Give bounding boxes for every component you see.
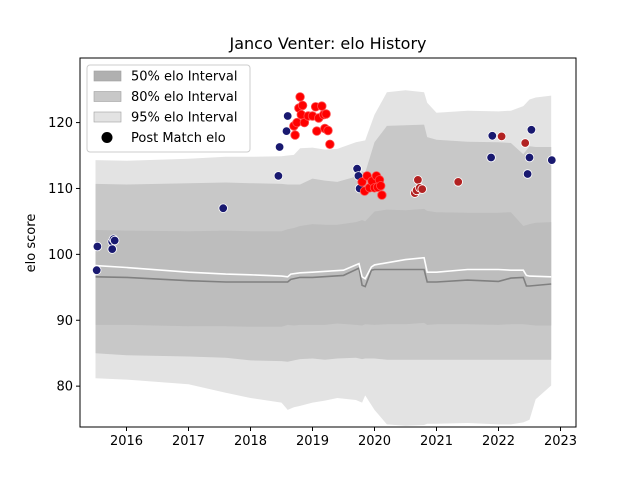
- post-match-elo-point: [520, 138, 530, 148]
- legend-swatch: [93, 70, 122, 82]
- post-match-elo-point: [297, 100, 308, 111]
- post-match-elo-point: [376, 181, 386, 191]
- post-match-elo-point: [92, 241, 103, 252]
- y-axis-label: elo score: [24, 214, 39, 273]
- y-tick-label: 90: [56, 314, 73, 329]
- legend-marker: [101, 132, 113, 143]
- legend-swatch: [93, 91, 122, 102]
- x-tick-label: 2023: [544, 434, 577, 449]
- band-50-interval: [95, 208, 552, 327]
- post-match-elo-point: [413, 175, 423, 185]
- post-match-elo-point: [377, 190, 387, 200]
- x-tick-label: 2018: [234, 434, 267, 449]
- legend-swatch: [93, 111, 122, 123]
- x-tick-label: 2022: [482, 434, 515, 449]
- median-elo-line: [95, 267, 552, 288]
- chart-title: Janco Venter: elo History: [229, 34, 427, 53]
- plot-frame: [79, 57, 577, 428]
- y-tick-label: 80: [56, 380, 73, 395]
- post-match-elo-point: [283, 111, 293, 121]
- post-match-elo-point: [357, 177, 367, 187]
- post-match-elo-point: [317, 101, 327, 111]
- post-match-elo-point: [453, 177, 463, 187]
- post-match-elo-point: [312, 126, 322, 136]
- y-tick-label: 100: [48, 248, 73, 263]
- post-match-elo-point: [325, 139, 335, 150]
- post-match-elo-point: [524, 152, 535, 163]
- post-match-elo-point: [290, 130, 300, 140]
- legend-label: 50% elo Interval: [131, 70, 238, 85]
- post-match-elo-point: [321, 109, 331, 119]
- y-tick-label: 120: [48, 116, 73, 131]
- post-match-elo-point: [526, 125, 537, 135]
- post-match-elo-point: [417, 184, 427, 194]
- post-match-elo-point: [487, 131, 498, 141]
- post-match-elo-point: [273, 171, 284, 181]
- legend-label: 95% elo Interval: [131, 111, 238, 126]
- x-tick-label: 2021: [420, 434, 453, 449]
- post-match-elo-point: [496, 131, 507, 142]
- mean-elo-line: [95, 256, 552, 280]
- x-tick-label: 2019: [296, 434, 329, 449]
- post-match-elo-point: [295, 92, 305, 102]
- post-match-elo-point: [547, 155, 557, 165]
- x-tick-label: 2020: [358, 434, 391, 449]
- post-match-elo-point: [522, 169, 533, 179]
- post-match-elo-point: [281, 126, 292, 136]
- post-match-elo-point: [323, 125, 333, 136]
- legend-label: 80% elo Interval: [131, 90, 238, 105]
- post-match-elo-point: [486, 152, 496, 163]
- post-match-elo-point: [107, 244, 117, 254]
- y-tick-label: 110: [48, 182, 73, 197]
- legend-box: [86, 64, 251, 153]
- x-tick-label: 2016: [110, 434, 143, 449]
- post-match-elo-point: [109, 235, 120, 246]
- legend: 50% elo Interval 80% elo Interval 95% elo …: [86, 64, 251, 153]
- axes: 2016 2017 2018 2019 2020 2021 2022 2023 80 90 100 1…: [48, 57, 577, 449]
- x-tick-label: 2017: [172, 434, 205, 449]
- post-match-elo-point: [218, 203, 228, 213]
- post-match-elo-point: [274, 142, 285, 152]
- legend-label: Post Match elo: [131, 131, 226, 146]
- plot-area: [91, 90, 557, 426]
- post-match-elo-point: [91, 265, 102, 275]
